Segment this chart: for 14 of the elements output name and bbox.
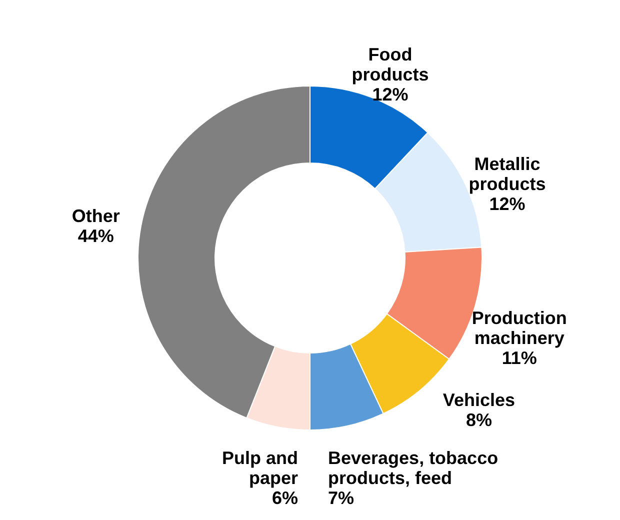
data-label: 11% (502, 348, 537, 368)
slice-label: Pulp and paper (222, 448, 298, 488)
data-label: 6% (272, 488, 298, 508)
slice-label: Other (72, 206, 120, 226)
data-label: 44% (78, 226, 114, 246)
slice-label: Production machinery (472, 308, 567, 348)
slice-label: Vehicles (442, 390, 515, 410)
data-label: 12% (372, 84, 408, 104)
slice-label: Food products (352, 44, 429, 84)
slice-label: Beverages, tobacco products, feed (328, 448, 498, 488)
data-label: 12% (489, 194, 526, 214)
slice-label: Metallic products (468, 154, 546, 194)
data-label: 8% (466, 410, 492, 430)
data-label: 7% (328, 488, 354, 508)
